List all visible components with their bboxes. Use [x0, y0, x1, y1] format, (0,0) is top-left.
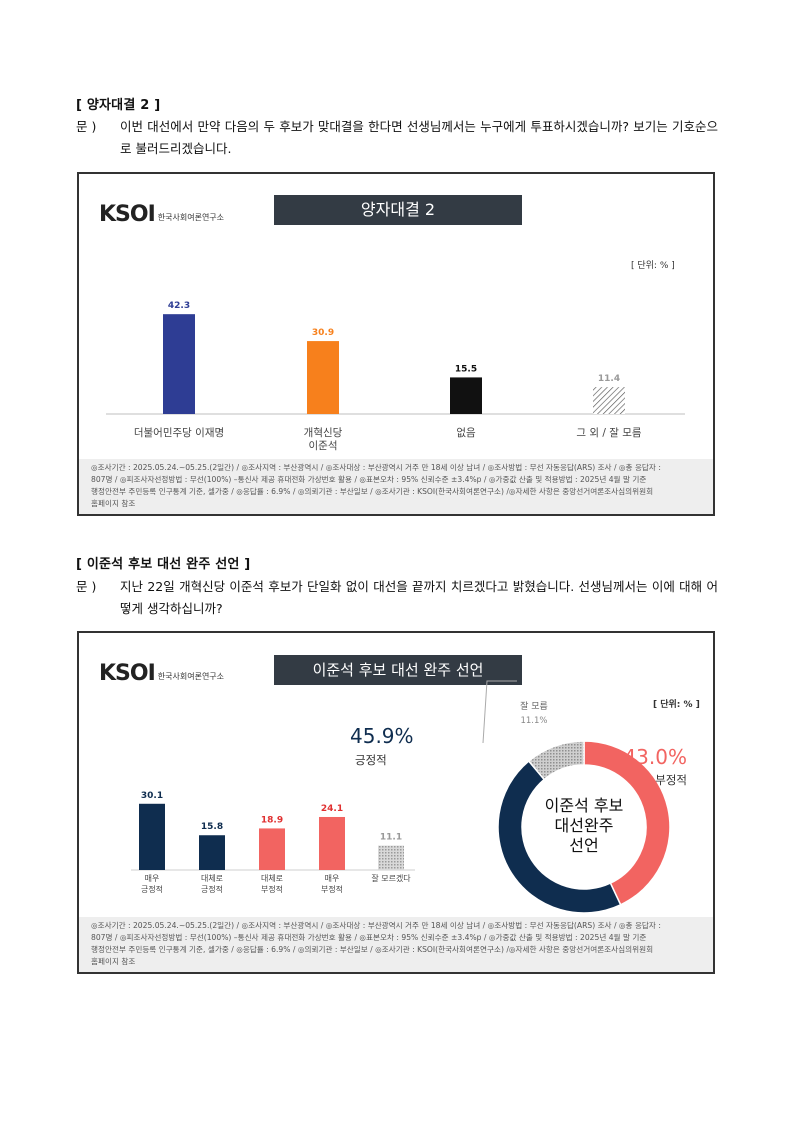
- donut-unknown-value: 11.1%: [520, 716, 547, 726]
- chart2-category-label: 긍정적: [201, 884, 223, 894]
- ksoi-logo-2: KSOI 한국사회여론연구소: [99, 663, 224, 685]
- chart1-bar: [593, 387, 625, 414]
- donut-center-label: 대선완주: [555, 816, 614, 835]
- footer-line-4: 홈페이지 참조: [91, 499, 136, 508]
- chart-card-2: KSOI 한국사회여론연구소 이준석 후보 대선 완주 선언 [ 단위: % ]…: [77, 631, 715, 974]
- chart2-data-label: 30.1: [141, 791, 163, 801]
- donut-unknown-label: 잘 모름: [520, 700, 548, 712]
- chart2-bar: [199, 835, 225, 870]
- chart2-category-label: 부정적: [321, 884, 343, 894]
- donut-center-label: 이준석 후보: [545, 796, 624, 815]
- chart1-data-label: 42.3: [168, 301, 190, 311]
- chart2-unit: [ 단위: % ]: [653, 700, 700, 710]
- chart1-category-label: 없음: [456, 426, 476, 439]
- chart2-category-label: 긍정적: [141, 884, 163, 894]
- chart2-category-label: 부정적: [261, 884, 283, 894]
- chart1-category-label: 개혁신당: [304, 427, 343, 439]
- donut-negative-label: 부정적: [655, 773, 687, 787]
- chart2-bar: [319, 816, 345, 870]
- chart1-unit: [ 단위: % ]: [631, 261, 675, 271]
- chart2-category-label: 대체로: [261, 873, 283, 883]
- ksoi-logo-org-2: 한국사회여론연구소: [157, 672, 225, 681]
- section2-question: 문 ) 지난 22일 개혁신당 이준석 후보가 단일화 없이 대선을 끝까지 치…: [76, 576, 718, 620]
- chart1-data-label: 30.9: [312, 328, 334, 338]
- chart1-footer: ◎조사기간 : 2025.05.24.~05.25.(2일간) / ◎조사지역 …: [79, 459, 713, 514]
- donut-leader-line: [482, 680, 517, 744]
- chart-card-1: KSOI 한국사회여론연구소 양자대결 2 [ 단위: % ] 42.3 더불어민…: [77, 172, 715, 516]
- chart1-data-label: 15.5: [455, 364, 477, 374]
- chart1-data-label: 11.4: [598, 374, 620, 384]
- bar-chart-2: 30.1매우긍정적15.8대체로긍정적18.9대체로부정적24.1매우부정적11…: [131, 791, 415, 894]
- footer-line-3: 행정안전부 주민등록 인구통계 기준, 셀가중 / ◎응답률 : 6.9% / …: [91, 487, 654, 496]
- chart2-title-banner: 이준석 후보 대선 완주 선언: [274, 655, 522, 685]
- chart1-bar: [163, 314, 195, 414]
- section2-question-label: 문 ): [76, 579, 97, 594]
- chart1-category-label: 그 외 / 잘 모름: [576, 427, 642, 439]
- footer2-line-3: 행정안전부 주민등록 인구통계 기준, 셀가중 / ◎응답률 : 6.9% / …: [91, 945, 654, 954]
- donut-slice-positive: [497, 760, 622, 914]
- chart2-bar: [139, 803, 165, 870]
- section2-title: [ 이준석 후보 대선 완주 선언 ]: [76, 557, 251, 572]
- footer2-line-2: 807명 / ◎피조사자선정방법 : 무선(100%) –통신사 제공 휴대전화…: [91, 933, 647, 942]
- chart2-data-label: 11.1: [380, 833, 402, 843]
- chart2-category-label: 매우: [325, 874, 340, 883]
- section1-question: 문 ) 이번 대선에서 만약 다음의 두 후보가 맞대결을 한다면 선생님께서는…: [76, 116, 718, 160]
- footer-line-2: 807명 / ◎피조사자선정방법 : 무선(100%) –통신사 제공 휴대전화…: [91, 475, 647, 484]
- footer2-line-1: ◎조사기간 : 2025.05.24.~05.25.(2일간) / ◎조사지역 …: [91, 921, 661, 930]
- chart2-category-label: 잘 모르겠다: [371, 873, 411, 883]
- chart2-bar: [378, 845, 404, 870]
- donut-negative-value: 43.0%: [623, 745, 687, 769]
- ksoi-logo: KSOI 한국사회여론연구소: [99, 204, 224, 226]
- ksoi-logo-mark-2: KSOI: [99, 661, 156, 686]
- chart2-data-label: 24.1: [321, 804, 343, 814]
- chart2-footer: ◎조사기간 : 2025.05.24.~05.25.(2일간) / ◎조사지역 …: [79, 917, 713, 972]
- chart2-bar: [259, 828, 285, 870]
- chart1-title-banner: 양자대결 2: [274, 195, 522, 225]
- chart2-data-label: 15.8: [201, 822, 223, 832]
- ksoi-logo-mark: KSOI: [99, 202, 156, 227]
- section1-title: [ 양자대결 2 ]: [76, 98, 161, 113]
- footer-line-1: ◎조사기간 : 2025.05.24.~05.25.(2일간) / ◎조사지역 …: [91, 463, 661, 472]
- chart1-bar: [450, 377, 482, 414]
- chart2-data-label: 18.9: [261, 815, 283, 825]
- ksoi-logo-org: 한국사회여론연구소: [157, 213, 225, 222]
- chart1-bar: [307, 341, 339, 414]
- chart2-category-label: 매우: [145, 874, 160, 883]
- donut-slice-negative: [583, 740, 671, 906]
- donut-center-label: 선언: [569, 836, 598, 855]
- section1-question-label: 문 ): [76, 119, 97, 134]
- chart2-category-label: 대체로: [201, 873, 223, 883]
- section2-question-text: 지난 22일 개혁신당 이준석 후보가 단일화 없이 대선을 끝까지 치르겠다고…: [120, 579, 718, 616]
- donut-slice-unknown: [527, 740, 585, 781]
- chart1-category-label: 이준석: [309, 440, 338, 452]
- section1-question-text: 이번 대선에서 만약 다음의 두 후보가 맞대결을 한다면 선생님께서는 누구에…: [120, 119, 718, 156]
- chart1-category-label: 더불어민주당 이재명: [134, 427, 224, 439]
- footer2-line-4: 홈페이지 참조: [91, 957, 136, 966]
